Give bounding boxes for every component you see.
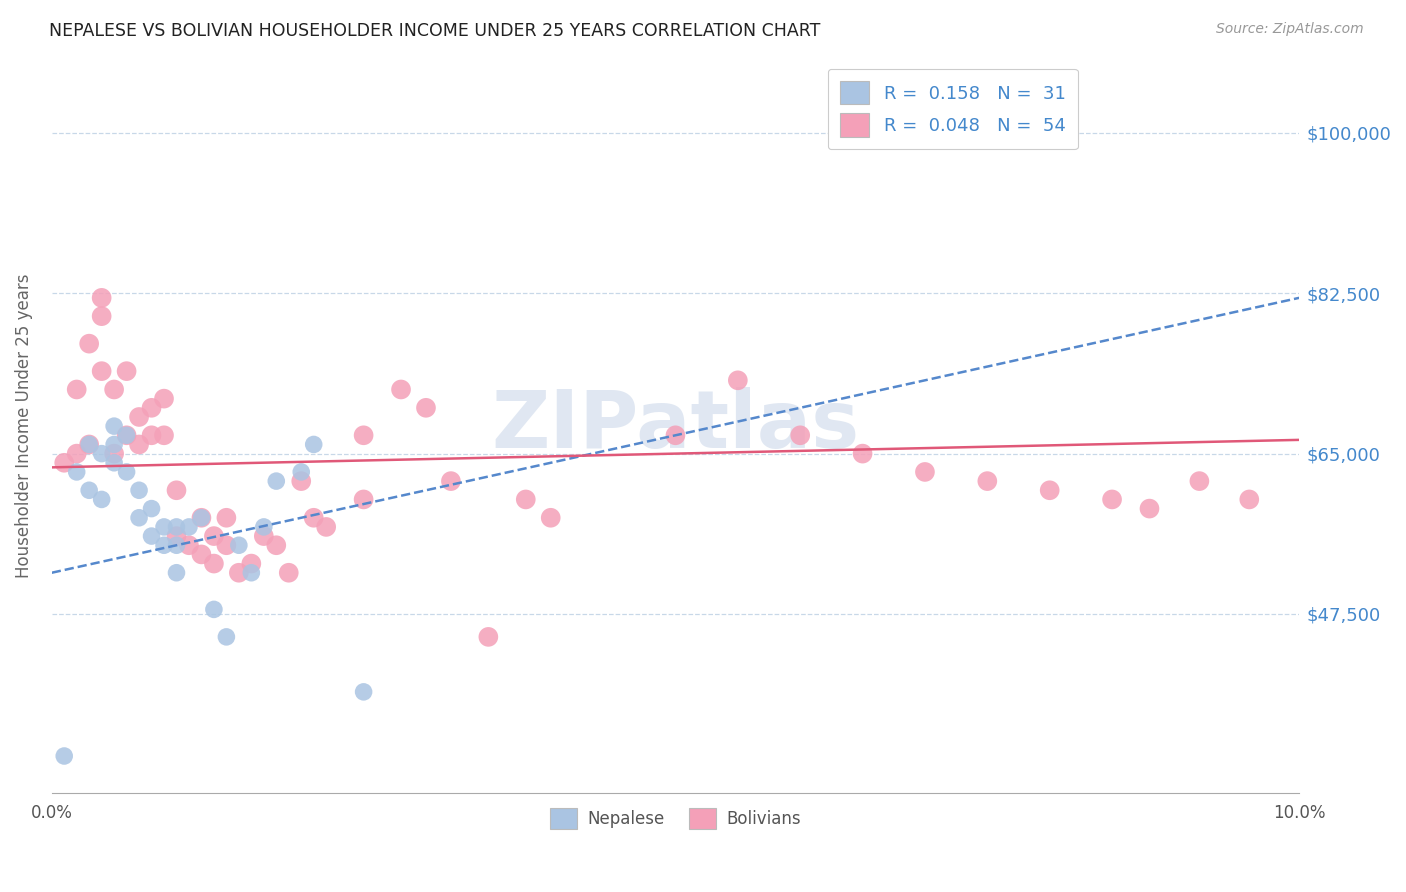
Point — [53, 456, 76, 470]
Point — [851, 447, 873, 461]
Point — [290, 465, 312, 479]
Point — [90, 492, 112, 507]
Point — [153, 538, 176, 552]
Point — [477, 630, 499, 644]
Point — [103, 447, 125, 461]
Point — [353, 492, 375, 507]
Point — [240, 557, 263, 571]
Point — [1139, 501, 1161, 516]
Text: NEPALESE VS BOLIVIAN HOUSEHOLDER INCOME UNDER 25 YEARS CORRELATION CHART: NEPALESE VS BOLIVIAN HOUSEHOLDER INCOME … — [49, 22, 821, 40]
Point — [153, 520, 176, 534]
Point — [166, 538, 188, 552]
Point — [540, 510, 562, 524]
Point — [166, 520, 188, 534]
Point — [302, 510, 325, 524]
Point — [202, 557, 225, 571]
Point — [727, 373, 749, 387]
Point — [141, 401, 163, 415]
Point — [1101, 492, 1123, 507]
Point — [77, 336, 100, 351]
Point — [215, 510, 238, 524]
Point — [115, 465, 138, 479]
Text: Source: ZipAtlas.com: Source: ZipAtlas.com — [1216, 22, 1364, 37]
Point — [440, 474, 463, 488]
Point — [166, 529, 188, 543]
Point — [215, 538, 238, 552]
Point — [664, 428, 686, 442]
Point — [240, 566, 263, 580]
Point — [215, 630, 238, 644]
Point — [1239, 492, 1261, 507]
Point — [53, 749, 76, 764]
Y-axis label: Householder Income Under 25 years: Householder Income Under 25 years — [15, 274, 32, 578]
Point — [789, 428, 811, 442]
Point — [115, 428, 138, 442]
Point — [1188, 474, 1211, 488]
Point — [128, 510, 150, 524]
Point — [90, 291, 112, 305]
Point — [228, 566, 250, 580]
Point — [202, 602, 225, 616]
Point — [190, 510, 212, 524]
Point — [290, 474, 312, 488]
Point — [253, 520, 276, 534]
Point — [128, 409, 150, 424]
Point — [141, 501, 163, 516]
Point — [266, 538, 288, 552]
Point — [90, 364, 112, 378]
Point — [115, 428, 138, 442]
Point — [141, 529, 163, 543]
Point — [90, 447, 112, 461]
Point — [315, 520, 337, 534]
Point — [389, 383, 412, 397]
Point — [353, 428, 375, 442]
Point — [166, 483, 188, 498]
Point — [103, 419, 125, 434]
Point — [77, 437, 100, 451]
Legend: Nepalese, Bolivians: Nepalese, Bolivians — [544, 801, 807, 836]
Point — [1039, 483, 1062, 498]
Point — [202, 529, 225, 543]
Point — [353, 685, 375, 699]
Point — [228, 538, 250, 552]
Point — [103, 383, 125, 397]
Point — [415, 401, 437, 415]
Point — [277, 566, 299, 580]
Point — [90, 309, 112, 323]
Point — [166, 566, 188, 580]
Point — [141, 428, 163, 442]
Point — [302, 437, 325, 451]
Point — [914, 465, 936, 479]
Point — [66, 447, 89, 461]
Point — [177, 520, 200, 534]
Point — [66, 465, 89, 479]
Point — [153, 392, 176, 406]
Point — [976, 474, 998, 488]
Point — [128, 437, 150, 451]
Point — [266, 474, 288, 488]
Point — [77, 483, 100, 498]
Point — [103, 456, 125, 470]
Point — [177, 538, 200, 552]
Point — [66, 383, 89, 397]
Point — [253, 529, 276, 543]
Point — [190, 548, 212, 562]
Point — [103, 437, 125, 451]
Point — [77, 437, 100, 451]
Point — [115, 364, 138, 378]
Text: ZIPatlas: ZIPatlas — [491, 387, 859, 465]
Point — [515, 492, 537, 507]
Point — [153, 428, 176, 442]
Point — [190, 510, 212, 524]
Point — [128, 483, 150, 498]
